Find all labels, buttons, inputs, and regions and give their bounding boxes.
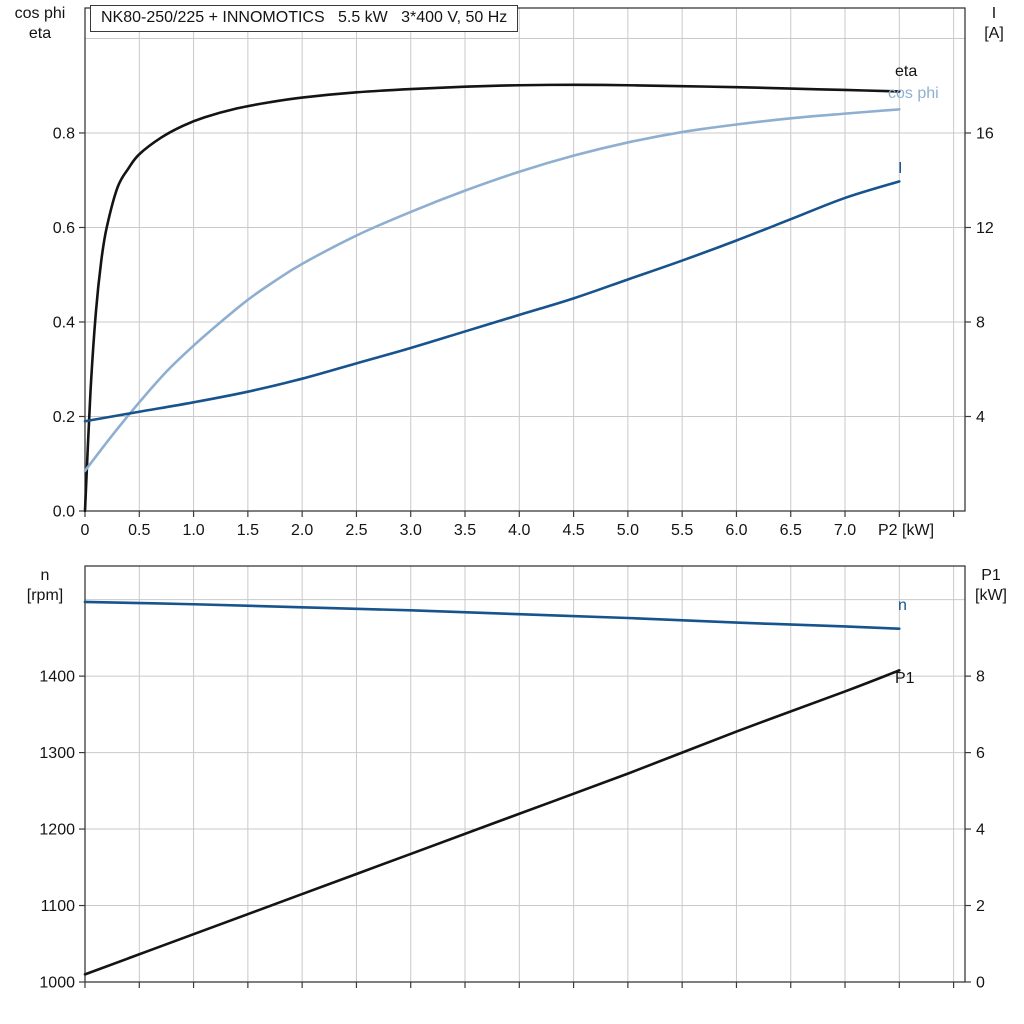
svg-text:3.5: 3.5 [454, 522, 476, 539]
curve-label-eta: eta [895, 63, 918, 80]
top-left-axis-title: cos phi eta [2, 4, 78, 44]
chart-panel-1: 1000 1100 1200 1300 1400 0 2 4 6 8 [39, 565, 985, 992]
svg-text:1.5: 1.5 [237, 522, 259, 539]
svg-text:12: 12 [976, 220, 994, 237]
axis-title-current: I [991, 5, 997, 22]
svg-text:4.5: 4.5 [562, 522, 584, 539]
svg-text:1.0: 1.0 [182, 522, 204, 539]
curve-label-cos-phi: cos phi [888, 85, 939, 102]
tick-marks [79, 675, 971, 988]
svg-text:5.0: 5.0 [617, 522, 639, 539]
tick-labels: 0 0.5 1.0 1.5 2.0 2.5 3.0 3.5 4.0 4.5 5.0 5.5 6.0 6.5… [53, 125, 994, 539]
bottom-right-axis-title: P1 [kW] [962, 566, 1020, 606]
axis-title-cos-phi: cos phi [14, 5, 66, 22]
svg-text:1300: 1300 [39, 745, 75, 762]
svg-text:4: 4 [976, 822, 985, 839]
svg-text:1400: 1400 [39, 669, 75, 686]
bottom-left-axis-title: n [rpm] [12, 566, 78, 606]
series-eta [83, 83, 901, 513]
svg-text:3.0: 3.0 [400, 522, 422, 539]
svg-text:8: 8 [976, 669, 985, 686]
axis-title-eta: eta [28, 25, 52, 42]
tick-marks [79, 132, 971, 517]
series-I [83, 180, 901, 423]
curve-label-p1: P1 [895, 670, 915, 687]
axis-title-p1-unit: [kW] [975, 587, 1007, 604]
svg-text:0.6: 0.6 [53, 220, 75, 237]
svg-text:0.0: 0.0 [53, 504, 75, 521]
svg-text:6.0: 6.0 [725, 522, 747, 539]
svg-text:2.0: 2.0 [291, 522, 313, 539]
svg-text:2.5: 2.5 [345, 522, 367, 539]
x-axis-title: P2 [kW] [878, 522, 935, 539]
svg-text:0: 0 [81, 522, 90, 539]
svg-text:7.0: 7.0 [834, 522, 856, 539]
chart-panel-0: 0 0.5 1.0 1.5 2.0 2.5 3.0 3.5 4.0 4.5 5.0 5.5 6.0 6.5… [53, 7, 994, 539]
svg-text:1000: 1000 [39, 975, 75, 992]
svg-text:0.4: 0.4 [53, 314, 75, 331]
axis-title-speed-unit: [rpm] [26, 587, 64, 604]
series-n [83, 600, 901, 631]
tick-labels: 1000 1100 1200 1300 1400 0 2 4 6 8 [39, 669, 985, 992]
axis-title-p1: P1 [981, 567, 1001, 584]
svg-text:2: 2 [976, 898, 985, 915]
chart-title: NK80-250/225 + INNOMOTICS 5.5 kW 3*400 V… [90, 5, 519, 32]
series-P1 [83, 669, 901, 976]
axis-title-current-unit: [A] [984, 25, 1004, 42]
plot-frame [84, 565, 966, 983]
top-right-axis-title: I [A] [968, 4, 1020, 44]
gridlines [85, 566, 965, 982]
svg-text:8: 8 [976, 314, 985, 331]
series-cos-phi [83, 108, 901, 473]
curve-label-current: I [898, 160, 903, 177]
gridlines [85, 8, 965, 511]
svg-text:0: 0 [976, 975, 985, 992]
svg-text:5.5: 5.5 [671, 522, 693, 539]
svg-text:1100: 1100 [41, 898, 76, 915]
plot-frame [84, 7, 966, 512]
svg-text:1200: 1200 [39, 822, 75, 839]
svg-text:4: 4 [976, 409, 985, 426]
svg-text:0.5: 0.5 [128, 522, 150, 539]
svg-text:0.2: 0.2 [53, 409, 75, 426]
svg-text:6.5: 6.5 [780, 522, 802, 539]
svg-text:0.8: 0.8 [53, 125, 75, 142]
svg-text:6: 6 [976, 745, 985, 762]
curve-label-speed: n [898, 597, 907, 614]
axis-title-speed: n [40, 567, 50, 584]
svg-text:4.0: 4.0 [508, 522, 530, 539]
svg-text:16: 16 [976, 125, 994, 142]
